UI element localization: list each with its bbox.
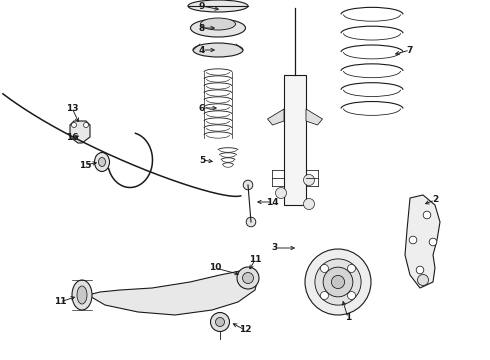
Text: 10: 10 bbox=[209, 264, 221, 273]
Circle shape bbox=[416, 266, 424, 274]
Ellipse shape bbox=[191, 19, 245, 37]
Text: 1: 1 bbox=[345, 314, 351, 323]
Text: 16: 16 bbox=[66, 134, 78, 143]
Circle shape bbox=[305, 249, 371, 315]
Ellipse shape bbox=[188, 0, 248, 12]
Ellipse shape bbox=[95, 153, 109, 171]
Circle shape bbox=[216, 318, 224, 327]
Circle shape bbox=[323, 267, 353, 297]
Ellipse shape bbox=[98, 158, 105, 166]
Text: 5: 5 bbox=[199, 156, 205, 165]
Ellipse shape bbox=[72, 280, 92, 310]
Circle shape bbox=[315, 259, 361, 305]
Circle shape bbox=[417, 274, 428, 285]
Circle shape bbox=[423, 211, 431, 219]
Text: 15: 15 bbox=[79, 161, 91, 170]
Circle shape bbox=[409, 236, 417, 244]
Circle shape bbox=[275, 188, 287, 198]
Circle shape bbox=[246, 217, 256, 227]
Text: 6: 6 bbox=[199, 104, 205, 112]
Circle shape bbox=[320, 292, 328, 300]
Text: 14: 14 bbox=[266, 198, 278, 207]
Text: 11: 11 bbox=[54, 297, 66, 306]
Circle shape bbox=[303, 198, 315, 210]
Ellipse shape bbox=[237, 267, 259, 289]
Polygon shape bbox=[70, 121, 90, 143]
Text: 4: 4 bbox=[199, 45, 205, 54]
Circle shape bbox=[331, 275, 344, 289]
Circle shape bbox=[303, 175, 315, 185]
Text: 3: 3 bbox=[272, 243, 278, 252]
Text: 7: 7 bbox=[407, 45, 413, 54]
Polygon shape bbox=[405, 195, 440, 288]
Text: 8: 8 bbox=[199, 23, 205, 32]
Text: 9: 9 bbox=[199, 1, 205, 10]
Ellipse shape bbox=[200, 18, 236, 30]
Circle shape bbox=[429, 238, 437, 246]
Circle shape bbox=[211, 312, 229, 332]
Text: 13: 13 bbox=[66, 104, 78, 112]
Circle shape bbox=[347, 292, 356, 300]
Polygon shape bbox=[88, 270, 258, 315]
Polygon shape bbox=[268, 109, 284, 125]
Circle shape bbox=[243, 180, 253, 190]
Ellipse shape bbox=[243, 273, 253, 284]
Text: 11: 11 bbox=[249, 256, 261, 265]
Text: 12: 12 bbox=[239, 325, 251, 334]
Circle shape bbox=[72, 122, 76, 127]
Circle shape bbox=[347, 265, 356, 273]
Polygon shape bbox=[306, 109, 322, 125]
Ellipse shape bbox=[193, 43, 243, 57]
Text: 2: 2 bbox=[432, 195, 438, 204]
Ellipse shape bbox=[77, 286, 87, 304]
Bar bbox=[284, 75, 306, 205]
Circle shape bbox=[320, 265, 328, 273]
Circle shape bbox=[83, 122, 89, 127]
